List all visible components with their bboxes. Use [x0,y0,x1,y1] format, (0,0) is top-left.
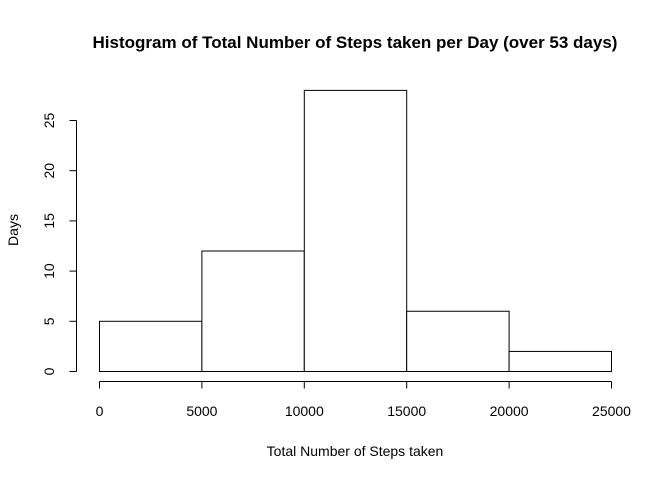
histogram-bar-2 [201,250,305,373]
bars-group [99,89,613,373]
y-axis: 0 5 10 15 20 25 [41,113,77,375]
y-tick-label-20: 20 [41,163,57,179]
histogram-bar-1 [99,320,203,372]
x-tick-label-0: 0 [96,403,104,419]
x-tick-label-5000: 5000 [186,403,217,419]
histogram-bar-4 [406,310,510,373]
y-axis-label: Days [5,214,21,246]
histogram-bar-5 [508,350,613,373]
y-tick-label-10: 10 [41,263,57,279]
x-tick-label-20000: 20000 [490,403,529,419]
chart-title: Histogram of Total Number of Steps taken… [93,33,618,52]
histogram-bar-3 [303,89,408,372]
x-tick-label-25000: 25000 [592,403,631,419]
y-tick-label-0: 0 [41,367,57,375]
x-axis: 0 5000 10000 15000 20000 25000 [96,381,631,419]
y-tick-label-25: 25 [41,113,57,129]
x-tick-label-10000: 10000 [285,403,324,419]
x-axis-label: Total Number of Steps taken [267,443,444,459]
y-tick-label-15: 15 [41,213,57,229]
x-tick-label-15000: 15000 [387,403,426,419]
y-tick-label-5: 5 [41,317,57,325]
